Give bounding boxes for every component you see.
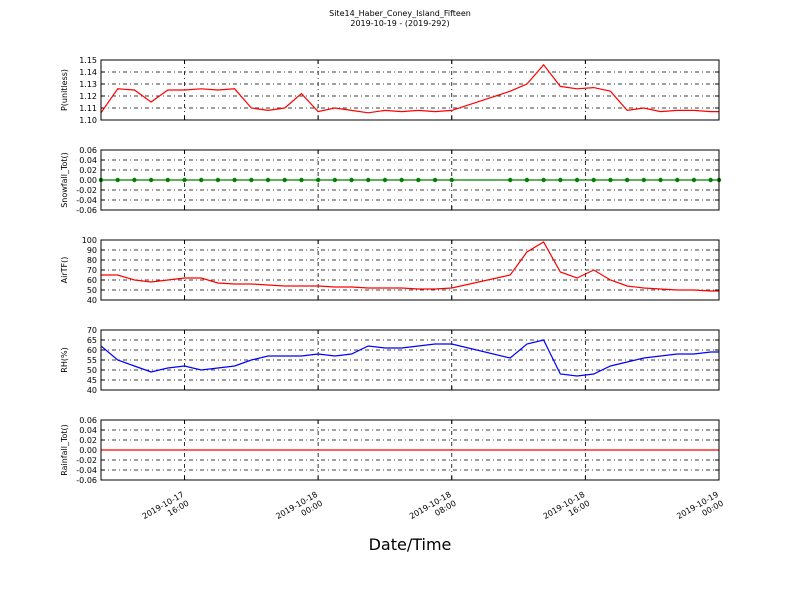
data-point xyxy=(265,177,271,183)
y-tick-label: 55 xyxy=(87,356,97,365)
y-tick-label: 60 xyxy=(87,346,97,355)
y-tick-label: 0.04 xyxy=(79,156,97,165)
x-axis-label: Date/Time xyxy=(369,535,452,554)
y-tick-label: 60 xyxy=(87,276,97,285)
data-point xyxy=(399,177,404,183)
data-point xyxy=(558,177,563,183)
y-tick-label: -0.06 xyxy=(76,476,97,485)
y-tick-label: 70 xyxy=(87,266,97,275)
data-point xyxy=(148,177,154,183)
data-point xyxy=(382,177,388,183)
data-point xyxy=(232,177,237,183)
y-tick-label: 50 xyxy=(87,366,97,375)
y-tick-label: 1.15 xyxy=(79,56,97,65)
data-point xyxy=(591,177,596,183)
data-point xyxy=(432,177,438,183)
y-tick-label: 0.00 xyxy=(79,446,97,455)
y-axis-label: Rainfall_Tot() xyxy=(60,424,69,476)
data-point xyxy=(608,177,613,183)
y-tick-label: -0.02 xyxy=(76,456,97,465)
data-point xyxy=(524,177,530,183)
data-point xyxy=(282,177,287,183)
plot-frame xyxy=(100,329,720,391)
plot-frame xyxy=(100,419,720,481)
y-tick-label: 40 xyxy=(87,296,97,305)
y-tick-label: 0.06 xyxy=(79,146,97,155)
y-tick-label: 1.11 xyxy=(79,104,97,113)
plot-frame xyxy=(100,59,720,121)
data-line xyxy=(101,63,719,114)
data-point xyxy=(215,177,221,183)
data-point xyxy=(541,177,546,183)
y-axis-label: Snowfall_Tot() xyxy=(60,152,69,208)
y-axis-label: P(unitless) xyxy=(60,69,69,111)
y-tick-label: 70 xyxy=(87,326,97,335)
data-point xyxy=(199,177,204,183)
data-point xyxy=(449,177,454,183)
data-point xyxy=(624,177,630,183)
y-tick-label: 0.00 xyxy=(79,176,97,185)
data-point xyxy=(675,177,680,183)
y-tick-label: 1.14 xyxy=(79,68,97,77)
data-point xyxy=(249,177,254,183)
chart-title: Site14_Haber_Coney_Island_Fifteen xyxy=(329,9,471,18)
data-point xyxy=(349,177,354,183)
y-tick-label: -0.04 xyxy=(76,196,97,205)
data-point xyxy=(182,177,187,183)
y-tick-label: -0.02 xyxy=(76,186,97,195)
y-tick-label: 45 xyxy=(87,376,97,385)
y-axis-label: AirTF() xyxy=(60,257,69,284)
data-point xyxy=(641,177,647,183)
data-point xyxy=(708,177,713,183)
data-point xyxy=(574,177,580,183)
data-point xyxy=(299,177,304,183)
plot-frame xyxy=(100,149,720,211)
y-tick-label: 40 xyxy=(87,386,97,395)
y-axis-label: RH(%) xyxy=(60,347,69,372)
data-point xyxy=(315,177,321,183)
data-point xyxy=(508,177,513,183)
data-point xyxy=(366,177,371,183)
data-point xyxy=(132,177,137,183)
y-tick-label: 90 xyxy=(87,246,97,255)
y-tick-label: -0.04 xyxy=(76,466,97,475)
y-tick-label: 100 xyxy=(82,236,97,245)
y-tick-label: 0.02 xyxy=(79,166,97,175)
y-tick-label: 0.02 xyxy=(79,436,97,445)
data-point xyxy=(332,177,338,183)
y-tick-label: 1.12 xyxy=(79,92,97,101)
plot-frame xyxy=(100,239,720,301)
data-point xyxy=(691,177,697,183)
y-tick-label: 1.10 xyxy=(79,116,97,125)
y-tick-label: 50 xyxy=(87,286,97,295)
y-tick-label: 0.06 xyxy=(79,416,97,425)
y-tick-label: 80 xyxy=(87,256,97,265)
data-line xyxy=(101,339,719,377)
data-point xyxy=(658,177,663,183)
data-point xyxy=(416,177,421,183)
data-point xyxy=(165,177,171,183)
y-tick-label: 65 xyxy=(87,336,97,345)
data-line xyxy=(101,241,719,292)
data-point xyxy=(115,177,120,183)
y-tick-label: -0.06 xyxy=(76,206,97,215)
y-tick-label: 1.13 xyxy=(79,80,97,89)
y-tick-label: 0.04 xyxy=(79,426,97,435)
chart-subtitle: 2019-10-19 - (2019-292) xyxy=(350,19,449,28)
